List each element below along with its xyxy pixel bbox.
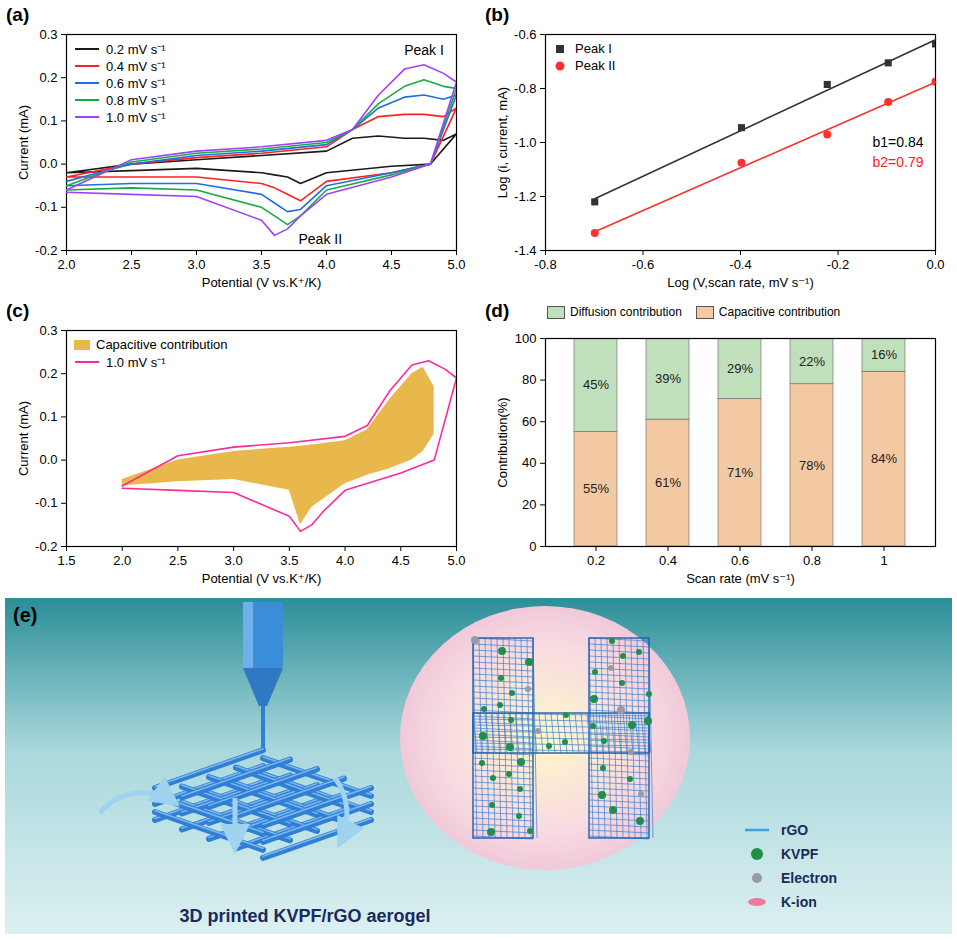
svg-text:2.5: 2.5 xyxy=(122,257,140,272)
svg-text:1: 1 xyxy=(880,553,887,568)
svg-text:0.3: 0.3 xyxy=(39,323,57,338)
svg-text:-1.4: -1.4 xyxy=(514,243,536,258)
svg-text:3.0: 3.0 xyxy=(225,553,243,568)
svg-text:5.0: 5.0 xyxy=(447,257,465,272)
svg-text:Potential (V vs.K⁺/K): Potential (V vs.K⁺/K) xyxy=(202,275,322,290)
svg-text:0.2: 0.2 xyxy=(587,553,605,568)
svg-text:Scan rate (mV s⁻¹): Scan rate (mV s⁻¹) xyxy=(686,571,795,586)
svg-text:0.0: 0.0 xyxy=(39,156,57,171)
svg-text:3D printed KVPF/rGO aerogel: 3D printed KVPF/rGO aerogel xyxy=(179,906,430,926)
svg-text:55%: 55% xyxy=(583,481,609,496)
svg-text:22%: 22% xyxy=(799,354,825,369)
svg-text:1.5: 1.5 xyxy=(57,553,75,568)
svg-text:rGO: rGO xyxy=(781,822,808,838)
svg-text:0.2: 0.2 xyxy=(39,366,57,381)
html-text:Peak II: Peak II xyxy=(575,58,616,73)
svg-text:4.5: 4.5 xyxy=(382,257,400,272)
svg-text:5.0: 5.0 xyxy=(447,553,465,568)
html-text:0.6 mV s⁻¹: 0.6 mV s⁻¹ xyxy=(106,75,166,91)
svg-text:KVPF: KVPF xyxy=(781,846,819,862)
svg-text:Electron: Electron xyxy=(781,870,837,886)
svg-text:3.0: 3.0 xyxy=(187,257,205,272)
svg-text:2.5: 2.5 xyxy=(169,553,187,568)
svg-text:71%: 71% xyxy=(727,465,753,480)
svg-text:-0.6: -0.6 xyxy=(514,27,536,42)
svg-text:4.5: 4.5 xyxy=(392,553,410,568)
html-text:0.4 mV s⁻¹: 0.4 mV s⁻¹ xyxy=(106,58,166,74)
html-text:Peak I: Peak I xyxy=(575,41,612,56)
svg-text:-0.2: -0.2 xyxy=(35,539,57,554)
svg-text:60: 60 xyxy=(522,414,536,429)
svg-text:-0.4: -0.4 xyxy=(729,257,751,272)
svg-text:0.1: 0.1 xyxy=(39,409,57,424)
svg-text:80: 80 xyxy=(522,372,536,387)
html-text:(c): (c) xyxy=(6,300,30,321)
svg-text:-1.0: -1.0 xyxy=(514,135,536,150)
svg-text:0.0: 0.0 xyxy=(926,257,944,272)
svg-text:b1=0.84: b1=0.84 xyxy=(873,134,924,150)
svg-text:Log (i, current, mA): Log (i, current, mA) xyxy=(495,87,510,198)
svg-text:Peak II: Peak II xyxy=(299,231,343,247)
html-text:1.0 mV s⁻¹: 1.0 mV s⁻¹ xyxy=(106,354,166,370)
svg-text:b2=0.79: b2=0.79 xyxy=(873,154,924,170)
svg-text:-0.2: -0.2 xyxy=(35,243,57,258)
html-text:0.8 mV s⁻¹: 0.8 mV s⁻¹ xyxy=(106,92,166,108)
svg-text:K-ion: K-ion xyxy=(781,894,817,910)
svg-text:0.3: 0.3 xyxy=(39,27,57,42)
svg-text:Potential (V vs.K⁺/K): Potential (V vs.K⁺/K) xyxy=(202,571,322,586)
svg-text:0.8: 0.8 xyxy=(803,553,821,568)
svg-text:0.2: 0.2 xyxy=(39,70,57,85)
svg-text:(e): (e) xyxy=(13,604,37,626)
svg-text:45%: 45% xyxy=(583,377,609,392)
html-text:Diffusion contribution: Diffusion contribution xyxy=(570,305,682,319)
svg-text:16%: 16% xyxy=(871,347,897,362)
svg-text:100: 100 xyxy=(515,331,537,346)
svg-text:Peak I: Peak I xyxy=(404,42,444,58)
html-text:(d): (d) xyxy=(485,300,510,321)
svg-text:-0.8: -0.8 xyxy=(514,81,536,96)
svg-text:40: 40 xyxy=(522,455,536,470)
svg-text:29%: 29% xyxy=(727,361,753,376)
svg-text:-0.6: -0.6 xyxy=(632,257,654,272)
svg-text:-0.2: -0.2 xyxy=(827,257,849,272)
svg-text:20: 20 xyxy=(522,497,536,512)
svg-text:3.5: 3.5 xyxy=(280,553,298,568)
html-text:0.2 mV s⁻¹: 0.2 mV s⁻¹ xyxy=(106,41,166,57)
svg-text:2.0: 2.0 xyxy=(57,257,75,272)
svg-text:78%: 78% xyxy=(799,458,825,473)
svg-text:-0.1: -0.1 xyxy=(35,495,57,510)
svg-text:0.1: 0.1 xyxy=(39,113,57,128)
html-text:(b): (b) xyxy=(485,4,510,25)
svg-text:0.6: 0.6 xyxy=(731,553,749,568)
svg-text:Log (V,scan rate, mV s⁻¹): Log (V,scan rate, mV s⁻¹) xyxy=(667,275,814,290)
svg-text:84%: 84% xyxy=(871,451,897,466)
svg-text:4.0: 4.0 xyxy=(317,257,335,272)
html-text:Capacitive contribution: Capacitive contribution xyxy=(96,337,228,352)
html-text:1.0 mV s⁻¹: 1.0 mV s⁻¹ xyxy=(106,109,166,125)
svg-text:-0.8: -0.8 xyxy=(534,257,556,272)
svg-text:39%: 39% xyxy=(655,371,681,386)
svg-text:Contribution(%): Contribution(%) xyxy=(495,397,510,487)
html-text:(a): (a) xyxy=(6,4,30,25)
svg-text:Current (mA): Current (mA) xyxy=(16,105,31,180)
svg-text:61%: 61% xyxy=(655,475,681,490)
svg-text:4.0: 4.0 xyxy=(336,553,354,568)
svg-text:0.4: 0.4 xyxy=(659,553,677,568)
svg-text:2.0: 2.0 xyxy=(113,553,131,568)
svg-text:-0.1: -0.1 xyxy=(35,199,57,214)
html-text:Capacitive contribution: Capacitive contribution xyxy=(718,305,841,319)
svg-text:3.5: 3.5 xyxy=(252,257,270,272)
svg-text:-1.2: -1.2 xyxy=(514,189,536,204)
svg-text:0.0: 0.0 xyxy=(39,452,57,467)
svg-text:Current (mA): Current (mA) xyxy=(16,401,31,476)
svg-text:0: 0 xyxy=(529,539,536,554)
